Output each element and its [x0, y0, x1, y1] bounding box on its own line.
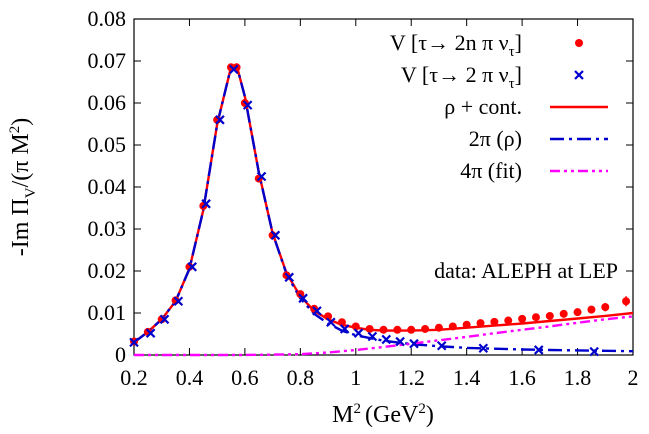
data-point — [622, 297, 631, 306]
x-tick-label: 0.2 — [120, 365, 148, 390]
data-point — [559, 309, 568, 318]
data-point — [353, 328, 364, 338]
data-point — [201, 199, 211, 209]
data-point — [381, 334, 392, 345]
y-tick-label: 0.03 — [88, 216, 127, 241]
y-tick-label: 0.08 — [88, 6, 127, 31]
data-point — [545, 311, 554, 320]
data-point — [379, 325, 388, 334]
data-point — [229, 64, 239, 75]
data-point — [436, 340, 447, 351]
data-point — [573, 308, 582, 317]
x-tick-label: 1.8 — [564, 365, 592, 390]
data-point — [504, 316, 513, 325]
y-tick-label: 0.07 — [88, 48, 127, 73]
x-tick-label: 0.6 — [231, 365, 259, 390]
data-point — [409, 338, 419, 349]
data-point — [533, 345, 544, 355]
plot-frame — [133, 18, 634, 356]
legend-label: 4π (fit) — [460, 158, 522, 183]
data-point — [256, 171, 267, 182]
data-point — [407, 325, 416, 334]
legend-label: ρ + cont. — [444, 94, 522, 119]
data-point — [367, 331, 378, 342]
data-point — [270, 230, 281, 241]
y-tick-label: 0.06 — [88, 90, 127, 115]
x-tick-label: 1.6 — [508, 365, 536, 390]
data-point — [159, 314, 170, 325]
legend-label: V [τ→ 2n π ντ] — [390, 30, 522, 60]
data-point — [339, 324, 350, 334]
x-tick-label: 1 — [350, 365, 361, 390]
x-tick-label: 0.4 — [176, 365, 204, 390]
annotation: data: ALEPH at LEP — [434, 258, 618, 283]
data-point — [242, 100, 253, 110]
y-tick-label: 0 — [115, 342, 126, 367]
data-point — [587, 305, 596, 314]
y-tick-label: 0.02 — [88, 258, 127, 283]
data-point — [601, 303, 610, 312]
data-point — [326, 317, 336, 328]
data-point — [145, 328, 156, 338]
data-point — [395, 336, 405, 347]
data-point — [324, 312, 333, 321]
data-point — [351, 322, 360, 331]
series-layer — [129, 63, 634, 357]
y-tick-label: 0.01 — [88, 300, 127, 325]
legend: V [τ→ 2n π ντ]V [τ→ 2 π ντ]ρ + cont. 2π (… — [390, 30, 608, 183]
data-point — [434, 323, 443, 332]
series-line — [133, 63, 634, 353]
data-point — [448, 322, 457, 331]
data-point — [476, 319, 485, 328]
data-point — [129, 337, 139, 348]
data-point — [298, 293, 308, 304]
data-point — [490, 317, 499, 326]
data-point — [215, 115, 225, 125]
data-point — [531, 313, 540, 322]
legend-swatch — [575, 39, 583, 47]
data-point — [365, 324, 374, 333]
data-point — [518, 314, 527, 323]
data-point — [393, 325, 402, 334]
x-tick-label: 1.4 — [453, 365, 481, 390]
y-tick-label: 0.04 — [88, 174, 127, 199]
data-point — [312, 306, 322, 316]
axis-ticks: 0.2 0.4 0.6 0.8 1 1.2 1.4 1.6 1.8 2 0 0.01 0.02 0.03 0… — [88, 6, 639, 390]
legend-label: 2π (ρ) — [469, 126, 522, 151]
data-point — [284, 272, 295, 283]
data-point — [337, 318, 346, 327]
data-point — [478, 343, 489, 354]
legend-swatch — [574, 70, 584, 80]
data-point — [173, 296, 184, 307]
x-tick-label: 1.2 — [397, 365, 425, 390]
data-point — [421, 324, 430, 333]
x-axis-title: M2 (GeV2) — [332, 401, 434, 428]
legend-label: V [τ→ 2 π ντ] — [401, 62, 522, 92]
y-axis-title: -Im ΠV/(π M2) — [7, 118, 39, 256]
y-tick-label: 0.05 — [88, 132, 127, 157]
data-point — [187, 262, 197, 272]
x-tick-label: 0.8 — [287, 365, 315, 390]
x-tick-label: 2 — [628, 365, 639, 390]
data-point — [589, 346, 599, 357]
data-point — [462, 320, 471, 329]
